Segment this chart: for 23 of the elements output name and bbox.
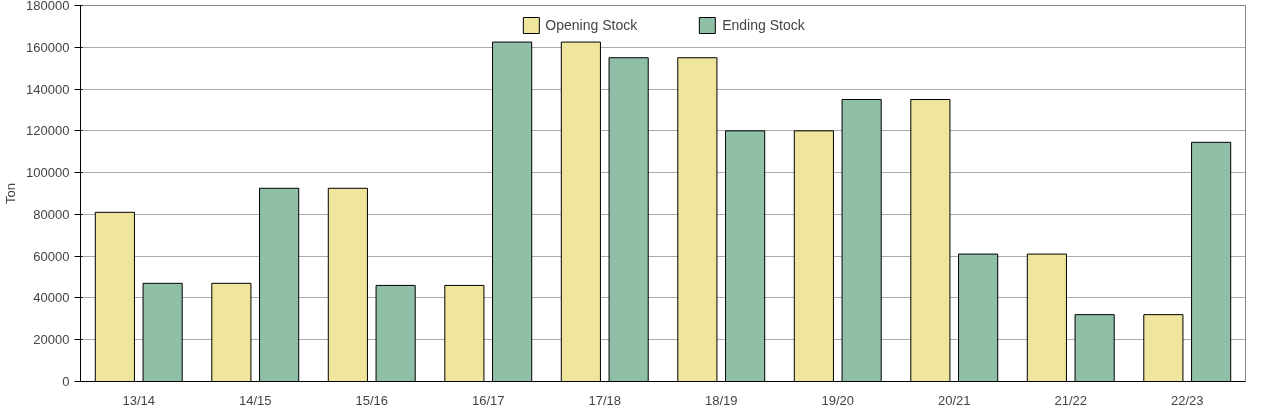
y-tick-label: 140000 xyxy=(26,81,70,97)
y-tick-label: 40000 xyxy=(33,290,70,306)
x-tick-label: 14/15 xyxy=(238,392,272,408)
y-tick-label: 20000 xyxy=(33,332,70,348)
y-tick-label: 160000 xyxy=(26,39,70,55)
x-tick-label: 19/20 xyxy=(821,392,855,408)
x-tick-label: 20/21 xyxy=(937,392,971,408)
x-tick-label: 17/18 xyxy=(588,392,622,408)
y-tick-label: 180000 xyxy=(26,0,70,13)
x-tick-label: 21/22 xyxy=(1054,392,1088,408)
x-tick-label: 18/19 xyxy=(704,392,738,408)
y-tick-label: 120000 xyxy=(26,123,70,139)
y-tick-label: 0 xyxy=(62,374,70,389)
legend-label: Opening Stock xyxy=(545,17,638,33)
y-axis-title: Ton xyxy=(3,183,19,204)
y-tick-label: 80000 xyxy=(33,206,70,222)
legend-label: Ending Stock xyxy=(722,17,805,33)
x-tick-label: 13/14 xyxy=(122,392,156,408)
y-tick-label: 100000 xyxy=(26,165,70,181)
x-tick-label: 22/23 xyxy=(1170,392,1204,408)
x-tick-label: 15/16 xyxy=(355,392,389,408)
x-tick-label: 16/17 xyxy=(471,392,505,408)
y-tick-label: 60000 xyxy=(33,248,70,264)
